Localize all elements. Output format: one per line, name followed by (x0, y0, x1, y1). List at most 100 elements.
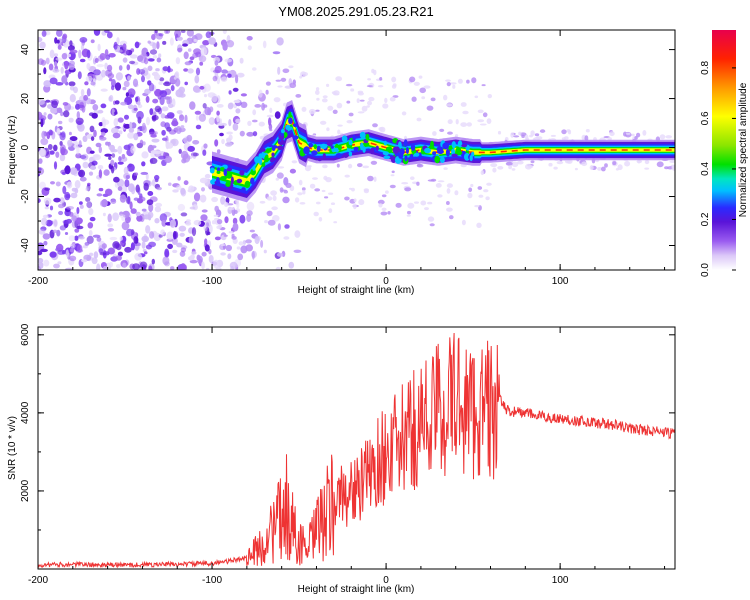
spec-noise-blob (55, 82, 64, 86)
spec-noise-blob (41, 30, 47, 37)
spec-noise-blob (177, 203, 186, 212)
spec-halo-blob (238, 241, 244, 246)
spec-halo-blob (411, 96, 417, 102)
spec-halo-blob (421, 96, 426, 100)
spec-halo-blob (432, 131, 437, 136)
spec-halo-blob (226, 131, 234, 135)
spec-noise-blob (76, 111, 81, 120)
spec-noise-blob (61, 171, 66, 176)
snr-x-tick-label: -100 (202, 575, 222, 586)
spec-noise-blob (67, 139, 73, 147)
spec-noise-blob (89, 150, 95, 154)
spec-noise-blob (228, 90, 232, 95)
spec-halo-blob (269, 107, 273, 114)
spec-noise-blob (144, 88, 152, 95)
spec-noise-blob (67, 45, 75, 51)
spec-noise-blob (121, 153, 126, 160)
spec-noise-blob (202, 103, 207, 109)
spec-noise-blob (220, 76, 228, 82)
spec-noise-blob (171, 120, 179, 127)
ridge-blob (288, 111, 292, 118)
spec-halo-blob (266, 196, 273, 201)
spec-noise-blob (272, 215, 280, 222)
snr-x-tick-label: 100 (552, 575, 569, 586)
spec-halo-blob (401, 111, 407, 116)
spec-noise-blob (106, 31, 113, 39)
snr-plot-area (38, 327, 675, 569)
spec-noise-blob (184, 114, 188, 123)
spec-noise-blob (141, 235, 149, 243)
spec-halo-blob (265, 89, 269, 95)
spec-noise-blob (180, 212, 188, 217)
spec-halo-blob (249, 229, 255, 233)
spec-halo-blob (217, 122, 224, 126)
spec-halo-blob (482, 112, 488, 118)
colorbar-tick-label: 0.4 (700, 162, 711, 176)
spec-noise-blob (49, 49, 55, 59)
spec-noise-blob (76, 121, 83, 125)
spec-noise-blob (80, 89, 85, 97)
spec-halo-blob (466, 79, 470, 84)
spec-noise-blob (58, 120, 63, 125)
spec-noise-blob (200, 214, 208, 222)
spec-halo-blob (391, 84, 397, 89)
ridge-blob (261, 162, 266, 167)
spec-halo-blob (233, 210, 238, 214)
ridge-blob (216, 170, 221, 174)
spec-halo-blob (535, 136, 543, 140)
spec-halo-blob (345, 83, 353, 87)
spec-halo-blob (356, 98, 360, 103)
spec-noise-blob (41, 130, 46, 139)
spec-noise-blob (101, 243, 107, 249)
spec-noise-blob (199, 177, 208, 184)
ridge-blob (383, 140, 387, 146)
snr-y-tick-label: 4000 (20, 401, 31, 424)
spec-noise-blob (195, 67, 201, 76)
spec-noise-blob (139, 261, 148, 270)
spec-noise-blob (67, 53, 72, 58)
ridge-blob (362, 142, 370, 146)
spec-noise-blob (246, 210, 253, 217)
spec-noise-blob (50, 181, 55, 185)
spec-halo-blob (247, 120, 252, 126)
spec-halo-blob (318, 217, 323, 222)
spec-halo-blob (227, 207, 235, 211)
spec-halo-blob (508, 165, 512, 170)
spec-halo-blob (277, 166, 285, 169)
spec-noise-blob (182, 43, 188, 47)
spec-noise-blob (169, 219, 176, 228)
spec-noise-blob (147, 80, 152, 86)
spec-noise-blob (117, 251, 123, 257)
spec-noise-blob (93, 69, 101, 76)
spec-halo-blob (471, 77, 477, 84)
spec-noise-blob (69, 167, 78, 176)
snr-x-ticks: -200 -100 0 100 (28, 327, 666, 586)
spec-halo-blob (624, 160, 631, 167)
spec-halo-blob (351, 187, 355, 192)
spec-halo-blob (429, 223, 435, 227)
ridge-blob (285, 124, 291, 130)
spec-halo-blob (231, 233, 235, 238)
ridge-blob (281, 129, 285, 134)
spec-halo-blob (404, 187, 412, 192)
spec-noise-blob (209, 106, 214, 113)
spec-noise-blob (183, 51, 189, 60)
spec-halo-blob (348, 163, 353, 169)
spec-halo-blob (644, 167, 650, 170)
spec-noise-blob (235, 108, 241, 114)
spec-halo-blob (446, 188, 451, 194)
spec-noise-blob (48, 220, 54, 225)
spec-noise-blob (112, 132, 121, 139)
spec-noise-blob (159, 77, 165, 82)
spec-noise-blob (180, 187, 186, 195)
spec-noise-blob (171, 237, 178, 245)
spec-halo-blob (446, 183, 453, 188)
ridge-blob (365, 133, 370, 141)
spec-halo-blob (468, 187, 473, 193)
spec-noise-blob (164, 155, 173, 163)
spec-noise-blob (220, 196, 226, 205)
spec-noise-blob (232, 123, 239, 131)
spec-noise-blob (77, 71, 82, 80)
spec-halo-blob (481, 84, 486, 87)
spec-noise-blob (128, 183, 135, 193)
